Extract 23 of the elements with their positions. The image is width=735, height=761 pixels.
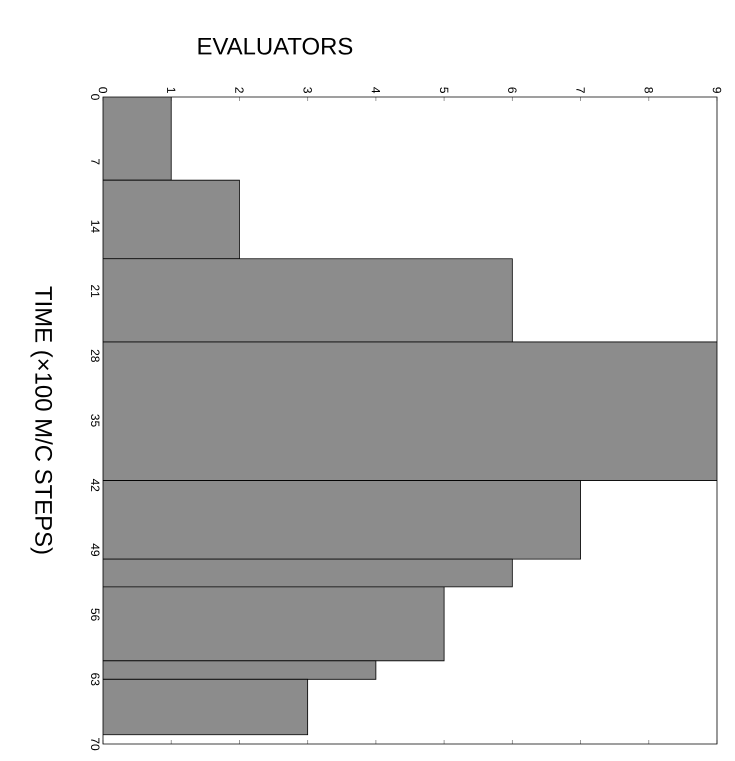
y-tick-label: 42 — [91, 478, 100, 492]
y-tick-label: 7 — [91, 158, 100, 164]
x-tick-label: 6 — [508, 87, 517, 93]
x-tick-label: 8 — [644, 87, 654, 93]
x-tick-label: 7 — [576, 87, 585, 93]
x-tick-label: 0 — [98, 87, 108, 94]
x-tick-label: 3 — [303, 87, 312, 93]
x-tick-label: 9 — [712, 87, 722, 93]
y-tick-label: 28 — [91, 350, 100, 362]
x-tick-label: 4 — [372, 87, 380, 94]
y-tick-label: 49 — [91, 544, 100, 556]
y-tick-label: 0 — [91, 94, 100, 100]
y-axis-title: TIME (×100 M/C STEPS) — [30, 286, 53, 554]
x-tick-label: 1 — [167, 88, 176, 93]
y-tick-label: 21 — [91, 285, 100, 298]
y-tick-label: 14 — [91, 220, 100, 233]
x-tick-label: 5 — [440, 87, 448, 93]
y-tick-label: 63 — [91, 673, 100, 686]
y-tick-label: 35 — [91, 414, 100, 427]
x-axis-title: EVALUATORS — [198, 38, 352, 55]
y-tick-label: 70 — [91, 738, 100, 750]
x-tick-label: 2 — [235, 87, 244, 93]
y-tick-label: 56 — [91, 608, 100, 621]
